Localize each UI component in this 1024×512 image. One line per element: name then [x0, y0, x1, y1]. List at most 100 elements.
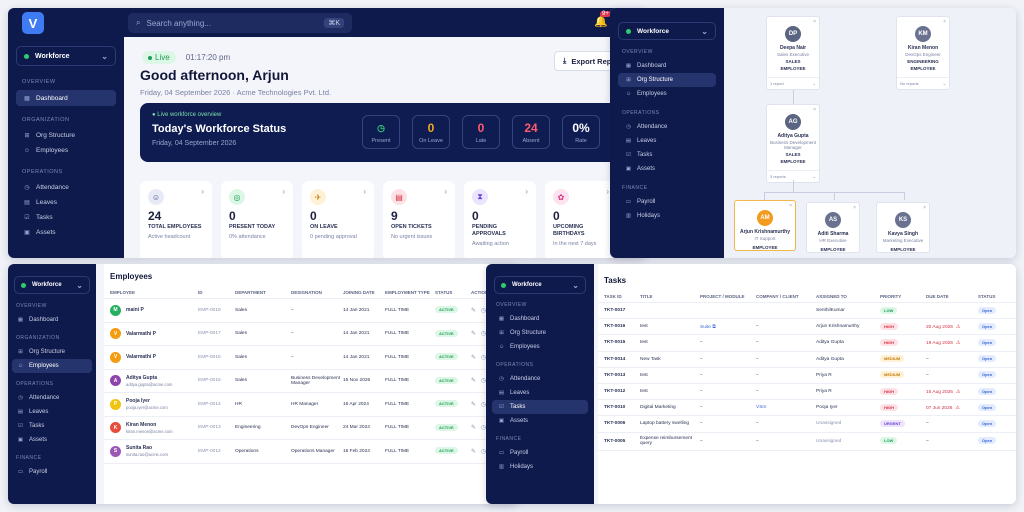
card-upcoming-birthdays[interactable]: ✿ › 0 UPCOMING BIRTHDAYS In the next 7 days [545, 181, 617, 258]
employee-name: Sunita Rao [126, 445, 168, 451]
nav-payroll[interactable]: ▭ Payroll [12, 465, 92, 479]
calendar-icon: ▤ [497, 390, 506, 396]
connector-line [904, 192, 905, 200]
org-node[interactable]: × AS Aditi Sharma HR Executive EMPLOYEE [806, 202, 860, 253]
card-on-leave[interactable]: ✈ › 0 ON LEAVE 0 pending approval [302, 181, 374, 258]
nav-section-finance: FINANCE [622, 185, 724, 191]
table-row[interactable]: V Valarmathi P EMP-0017 Sales – 14 Jan 2021 FU… [104, 323, 518, 347]
nav-dashboard[interactable]: ▦ Dashboard [12, 313, 92, 327]
table-row[interactable]: TKT-0015 test – – Aditya Gupta HIGH 19 Aug 202… [598, 335, 1016, 351]
workspace-selector[interactable]: Workforce ⌄ [618, 22, 716, 40]
nav-dashboard[interactable]: ▦ Dashboard [16, 90, 116, 106]
nav-tasks[interactable]: ☑ Tasks [16, 210, 116, 225]
external-link-icon[interactable]: ⧉ [712, 325, 715, 330]
nav-leaves[interactable]: ▤ Leaves [492, 386, 588, 400]
workspace-selector[interactable]: Workforce ⌄ [494, 276, 586, 294]
status-badge: Open [978, 323, 996, 330]
nav-org-structure[interactable]: ⊞ Org Structure [16, 128, 116, 143]
search-input[interactable]: ⌕ Search anything... ⌘K [128, 13, 352, 33]
org-node[interactable]: × KM Kiran Menon DevOps Engineer ENGINEERING… [896, 16, 950, 90]
nav-attendance[interactable]: ◷ Attendance [16, 180, 116, 195]
table-row[interactable]: K Kiran Menon kiran.menon@acme.com EMP-0013… [104, 417, 518, 441]
nav-leaves[interactable]: ▤ Leaves [12, 405, 92, 419]
nav-assets[interactable]: ▣ Assets [12, 433, 92, 447]
org-node-highlighted[interactable]: × AM Arjun Krishnamurthy IT Support EMPLOYEE [734, 200, 796, 251]
nav-employees[interactable]: ☺ Employees [12, 359, 92, 373]
warning-icon: ⚠ [956, 389, 960, 395]
chevron-down-icon[interactable]: ⌄ [943, 81, 946, 86]
chevron-down-icon[interactable]: ⌄ [813, 174, 816, 179]
table-row[interactable]: P Pooja Iyer pooja.iyer@acme.com EMP-0014 HR… [104, 393, 518, 417]
nav-org-structure[interactable]: ⊞ Org Structure [12, 345, 92, 359]
table-row[interactable]: TKT-0005 Expense reimbursement query – – Una… [598, 433, 1016, 451]
nav-org-structure[interactable]: ⊞ Org Structure [618, 73, 716, 87]
nav-assets[interactable]: ▣ Assets [16, 225, 116, 240]
nav-assets[interactable]: ▣ Assets [492, 414, 588, 428]
nav-holidays[interactable]: ▥ Holidays [492, 460, 588, 474]
table-row[interactable]: TKT-0010 Digital Marketing – VSm Pooja Iyer H… [598, 400, 1016, 416]
employee-name: Valarmathi P [126, 331, 156, 337]
table-row[interactable]: S Sunita Rao sunita.rao@acme.com EMP-0012 Op… [104, 440, 518, 464]
edit-icon[interactable]: ✎ [471, 402, 476, 408]
org-node[interactable]: × KS Kavya Singh Marketing Executive EMPLOYE… [876, 202, 930, 253]
nav-attendance[interactable]: ◷ Attendance [12, 391, 92, 405]
table-row[interactable]: TKT-0012 test – – Priya R HIGH 15 Aug 2026 ⚠ Ope… [598, 384, 1016, 400]
nav-section-overview: OVERVIEW [16, 303, 96, 309]
edit-icon[interactable]: ✎ [471, 449, 476, 455]
nav-label: Leaves [29, 409, 48, 415]
nav-holidays[interactable]: ▥ Holidays [618, 209, 716, 223]
nav-employees[interactable]: ☺ Employees [492, 340, 588, 354]
due-date: – [926, 373, 978, 378]
nav-assets[interactable]: ▣ Assets [618, 162, 716, 176]
employee-dept: Operations [235, 449, 291, 454]
nav-employees[interactable]: ☺ Employees [618, 87, 716, 101]
card-pending-approvals[interactable]: ⧗ › 0 PENDING APPROVALS Awaiting action [464, 181, 536, 258]
card-present-today[interactable]: ◎ › 0 PRESENT TODAY 0% attendance [221, 181, 293, 258]
nav-employees[interactable]: ☺ Employees [16, 143, 116, 158]
tasks-panel: Workforce ⌄ OVERVIEW ▦ Dashboard ⊞ Org Stru… [486, 264, 1016, 504]
app-logo[interactable]: V [22, 12, 44, 34]
org-node[interactable]: × DP Deepa Nair Sales Executive SALES EMPLOYE… [766, 16, 820, 90]
table-row[interactable]: V Valarmathi P EMP-0016 Sales – 14 Jan 2021 FU… [104, 346, 518, 370]
employee-name: Pooja Iyer [126, 398, 168, 404]
nav-dashboard[interactable]: ▦ Dashboard [492, 312, 588, 326]
nav-tasks[interactable]: ☑ Tasks [12, 419, 92, 433]
table-row[interactable]: TKT-0006 Laptop battery swelling – – Unassig… [598, 416, 1016, 432]
status-badge: ACTIVE [435, 306, 458, 313]
edit-icon[interactable]: ✎ [471, 378, 476, 384]
edit-icon[interactable]: ✎ [471, 355, 476, 361]
nav-payroll[interactable]: ▭ Payroll [618, 195, 716, 209]
nav-leaves[interactable]: ▤ Leaves [16, 195, 116, 210]
status-badge: ACTIVE [435, 400, 458, 407]
card-total-employees[interactable]: ☺ › 24 TOTAL EMPLOYEES Active headcount [140, 181, 212, 258]
edit-icon[interactable]: ✎ [471, 308, 476, 314]
nav-label: Payroll [637, 199, 655, 205]
org-node[interactable]: × AG Aditya Gupta Business Development Mana… [766, 104, 820, 183]
stat-rate: 0% Rate [562, 115, 600, 149]
table-row[interactable]: TKT-0014 New Task – – Aditya Gupta MEDIUM – Ope… [598, 352, 1016, 368]
table-row[interactable]: TKT-0016 test Suite ⧉ – Arjun Krishnamurthy H… [598, 319, 1016, 335]
edit-icon[interactable]: ✎ [471, 425, 476, 431]
nav-tasks[interactable]: ☑ Tasks [492, 400, 588, 414]
nav-payroll[interactable]: ▭ Payroll [492, 446, 588, 460]
node-type: EMPLOYEE [767, 159, 819, 164]
task-project[interactable]: Suite [700, 325, 711, 330]
nav-tasks[interactable]: ☑ Tasks [618, 148, 716, 162]
table-row[interactable]: TKT-0017 SenthilKumar LOW Open [598, 303, 1016, 319]
nav-attendance[interactable]: ◷ Attendance [492, 372, 588, 386]
table-row[interactable]: TKT-0013 test – – Priya R MEDIUM – Open [598, 368, 1016, 384]
nav-org-structure[interactable]: ⊞ Org Structure [492, 326, 588, 340]
close-icon: × [923, 205, 926, 211]
nav-dashboard[interactable]: ▦ Dashboard [618, 59, 716, 73]
nav-attendance[interactable]: ◷ Attendance [618, 120, 716, 134]
card-open-tickets[interactable]: ▤ › 9 OPEN TICKETS No urgent issues [383, 181, 455, 258]
live-badge: Live [142, 51, 176, 64]
task-client[interactable]: VSm [756, 405, 816, 410]
workspace-selector[interactable]: Workforce ⌄ [16, 46, 116, 66]
table-row[interactable]: A Aditya Gupta aditya.gupta@acme.com EMP-00… [104, 370, 518, 394]
chevron-down-icon[interactable]: ⌄ [813, 81, 816, 86]
workspace-selector[interactable]: Workforce ⌄ [14, 276, 90, 294]
nav-leaves[interactable]: ▤ Leaves [618, 134, 716, 148]
edit-icon[interactable]: ✎ [471, 331, 476, 337]
